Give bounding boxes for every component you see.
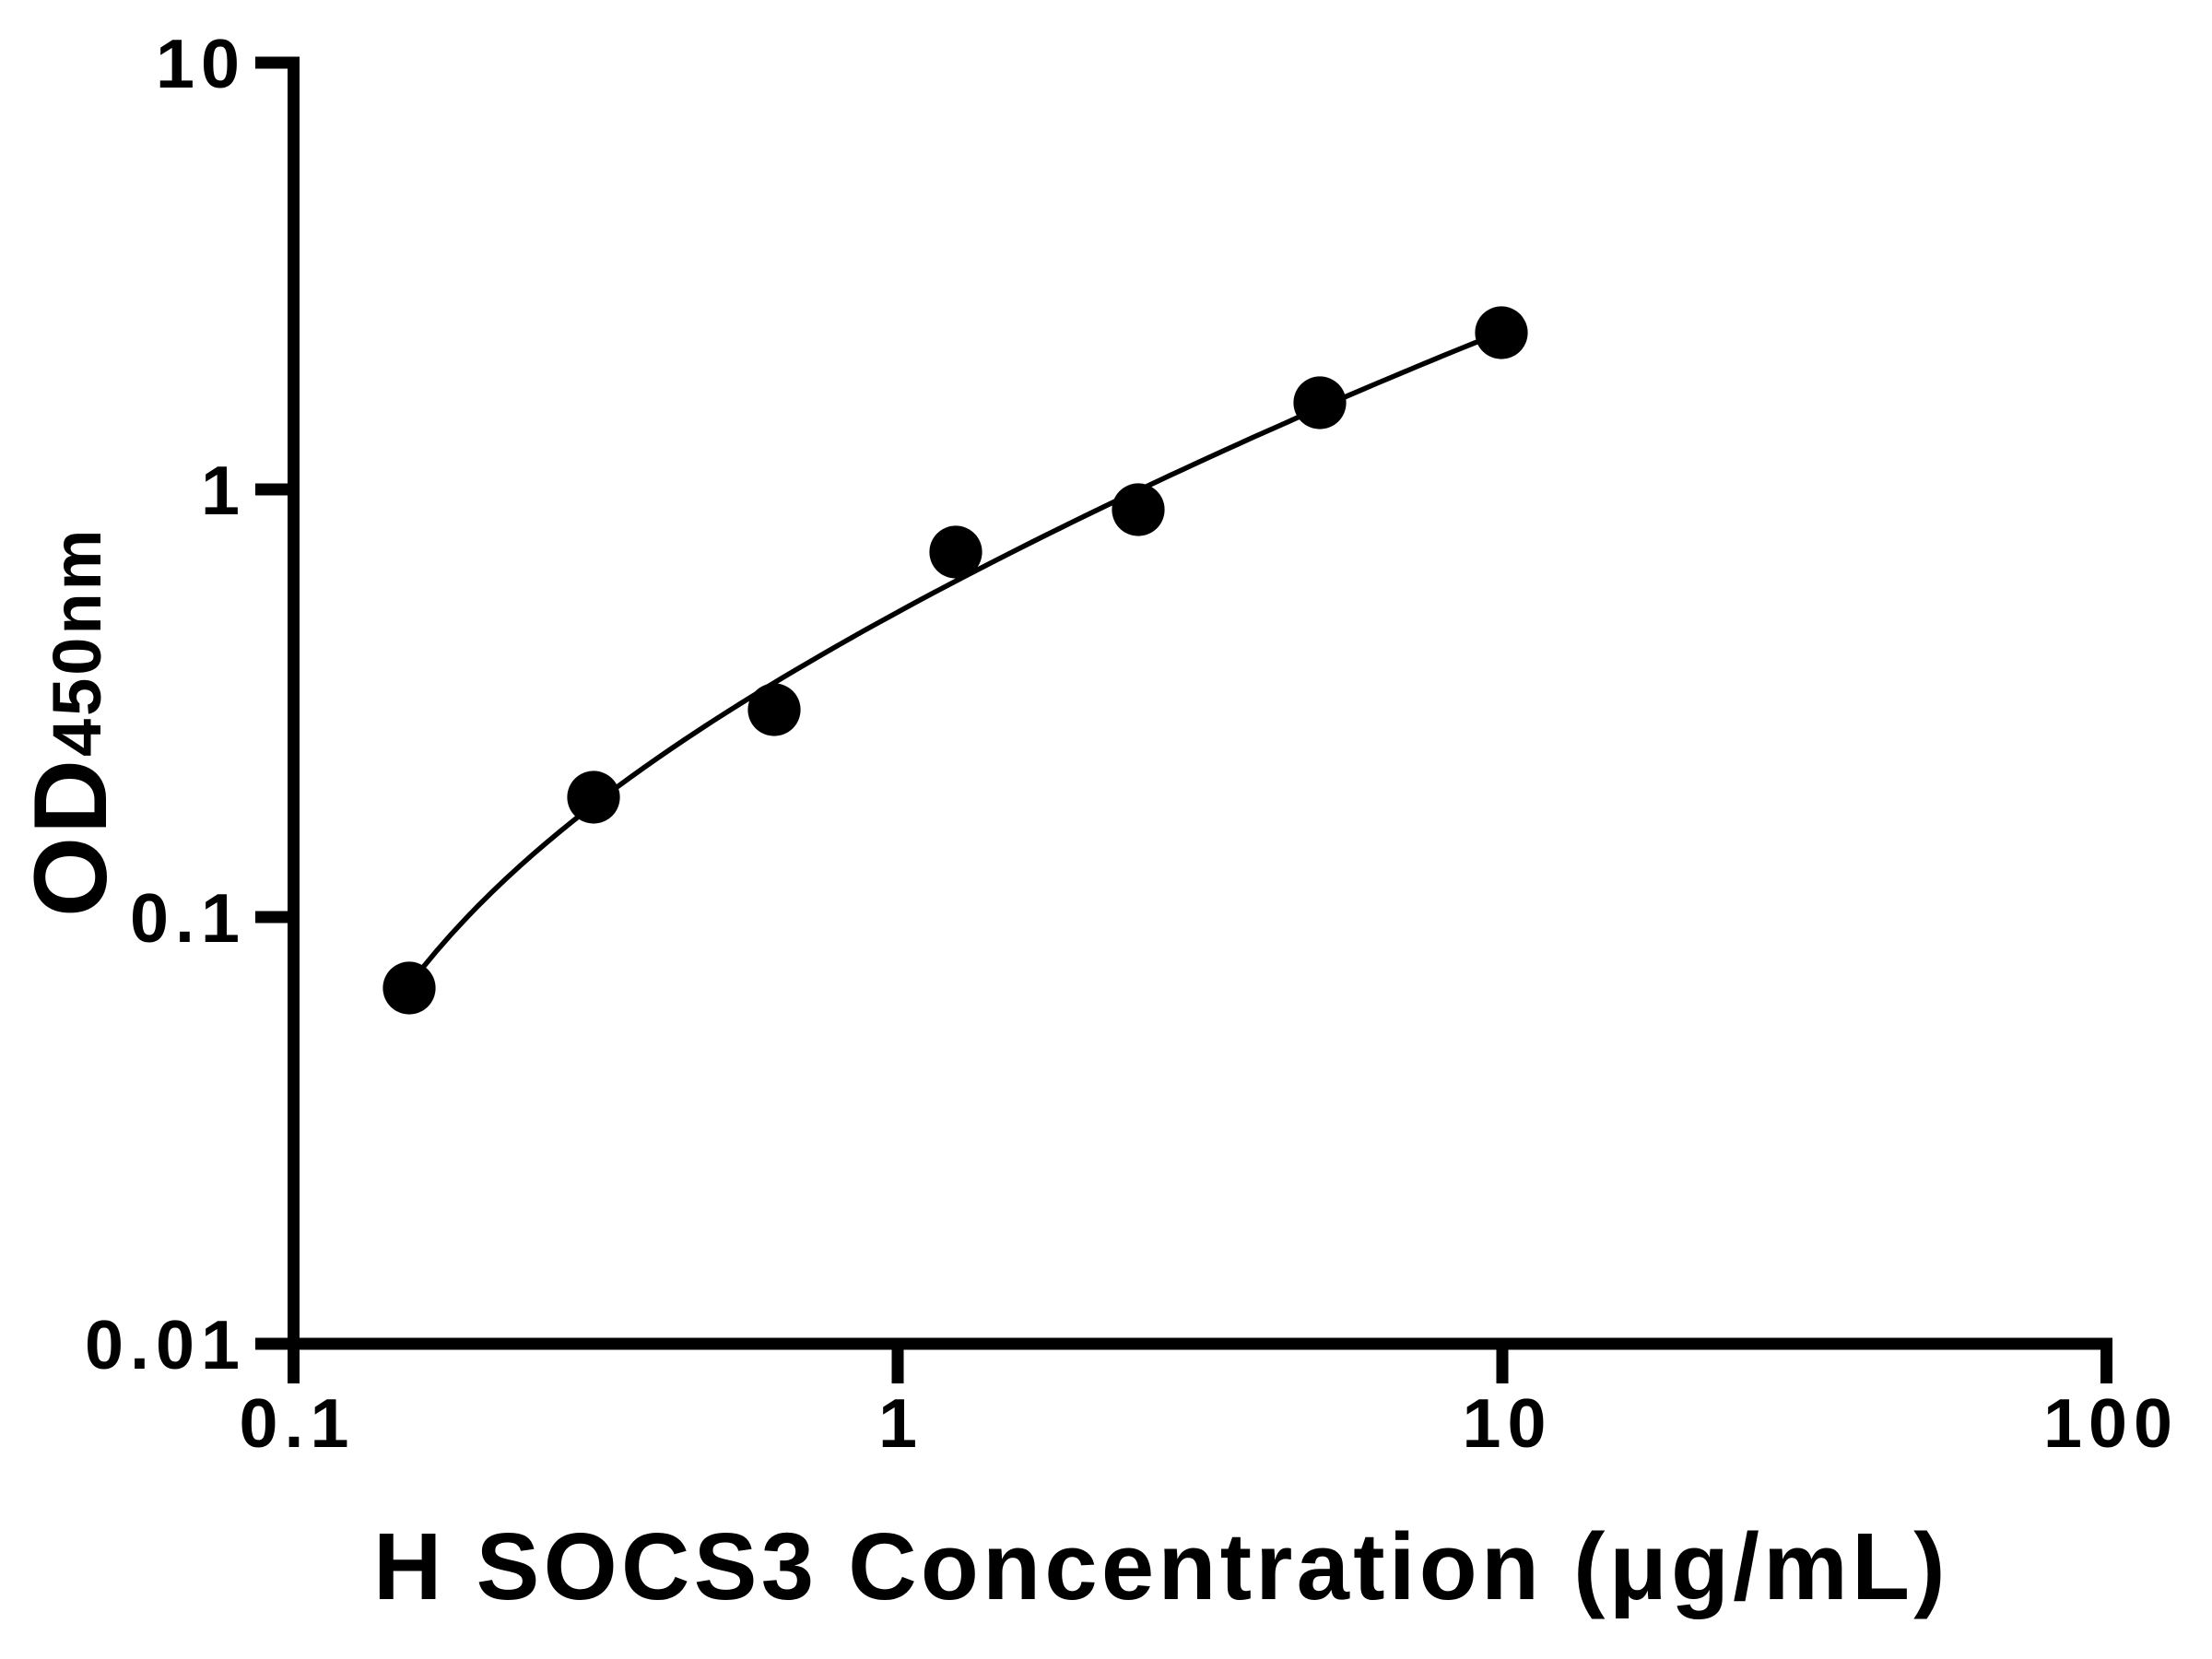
svg-text:10: 10 (1463, 1384, 1553, 1462)
svg-text:OD450nm: OD450nm (13, 527, 128, 917)
svg-text:0.1: 0.1 (240, 1384, 356, 1462)
svg-text:0.1: 0.1 (130, 879, 246, 957)
svg-text:100: 100 (2043, 1384, 2179, 1462)
svg-text:0.01: 0.01 (85, 1306, 246, 1383)
svg-text:10: 10 (156, 25, 246, 102)
svg-text:H SOCS3 Concentration (μg/mL): H SOCS3 Concentration (μg/mL) (373, 1513, 1949, 1619)
svg-text:1: 1 (878, 1384, 924, 1462)
svg-text:1: 1 (201, 452, 246, 529)
